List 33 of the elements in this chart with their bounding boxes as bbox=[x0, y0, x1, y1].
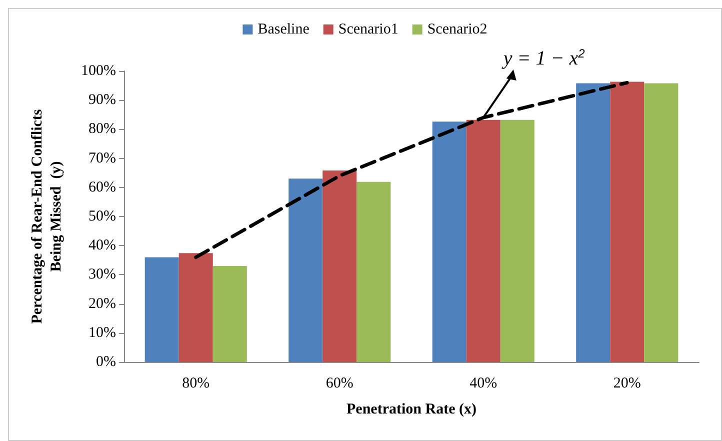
x-tick-label: 80% bbox=[182, 376, 210, 392]
y-tick-label: 50% bbox=[88, 208, 116, 224]
y-tick-label: 90% bbox=[88, 92, 116, 108]
bar bbox=[322, 170, 357, 362]
legend-label: Scenario1 bbox=[338, 22, 398, 38]
bar bbox=[466, 120, 500, 362]
y-tick-label: 60% bbox=[88, 179, 116, 196]
y-tick-label: 0% bbox=[96, 354, 116, 370]
x-tick-label: 40% bbox=[470, 376, 498, 392]
bar bbox=[432, 122, 466, 362]
bar bbox=[288, 178, 323, 362]
line-series bbox=[194, 80, 629, 259]
legend-label: Baseline bbox=[258, 22, 310, 38]
y-tick-label: 30% bbox=[88, 266, 116, 283]
bar bbox=[610, 82, 644, 362]
y-tick-label: 100% bbox=[81, 63, 116, 79]
bar bbox=[356, 182, 391, 362]
y-tick-label: 20% bbox=[88, 296, 116, 312]
y-tick-label: 70% bbox=[88, 150, 116, 166]
x-tick-label: 20% bbox=[613, 376, 641, 392]
y-tick-label: 10% bbox=[88, 324, 116, 341]
legend-label: Scenario2 bbox=[427, 22, 488, 38]
x-tick-label: 60% bbox=[326, 376, 354, 392]
bar bbox=[212, 266, 247, 362]
y-tick-label: 80% bbox=[88, 121, 116, 138]
bar bbox=[644, 83, 678, 362]
y-axis-title: Percentage of Rear-End Conflicts Being Missed (y) bbox=[30, 109, 64, 324]
y-tick-label: 40% bbox=[88, 238, 116, 254]
bar bbox=[144, 257, 179, 362]
x-axis-title: Penetration Rate (x) bbox=[346, 402, 476, 418]
bar bbox=[178, 253, 213, 362]
bar bbox=[576, 83, 610, 362]
bar bbox=[500, 120, 534, 362]
